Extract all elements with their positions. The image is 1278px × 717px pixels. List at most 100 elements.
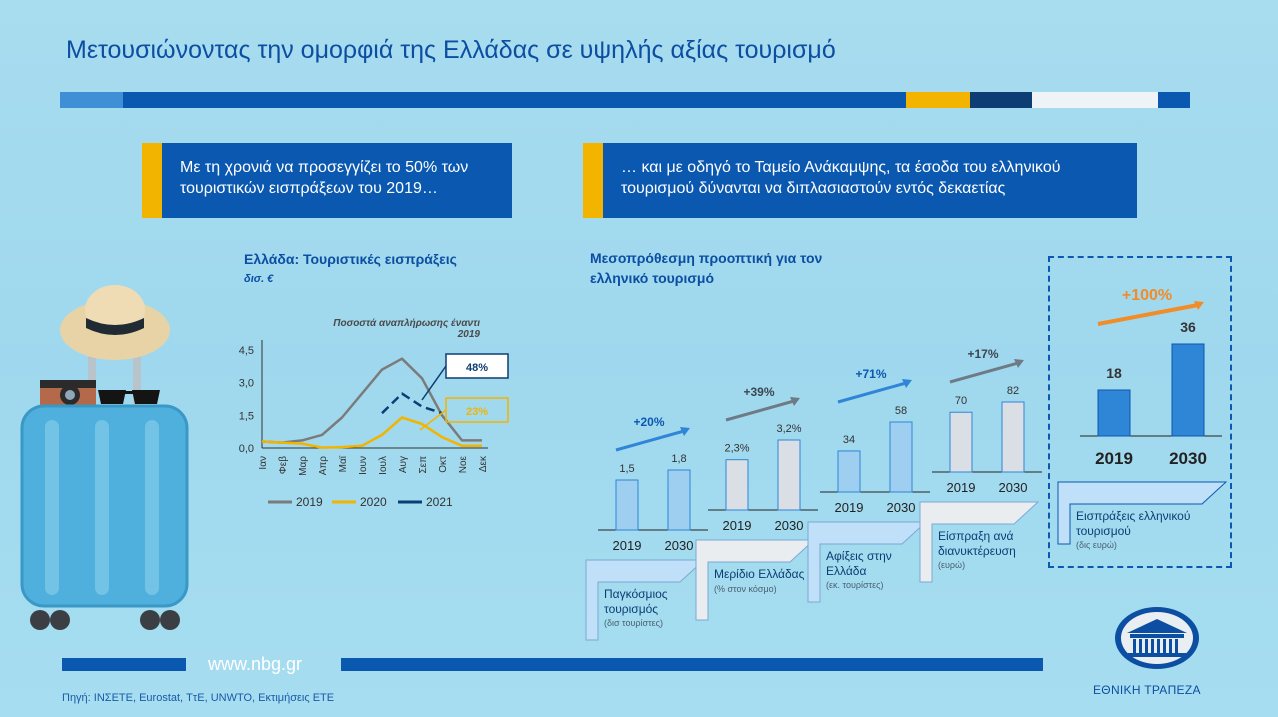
callout-label-48: 48% [466, 362, 488, 374]
x-tick-label: Νοε [458, 455, 469, 473]
caption-unit: (εκ. τουρίστες) [826, 580, 883, 590]
caption-line: διανυκτέρευση [938, 544, 1016, 558]
bar-category-label: 2030 [887, 500, 916, 515]
bar-2019 [615, 479, 639, 531]
growth-label: +100% [1122, 287, 1172, 304]
highlight-frame [1048, 256, 1232, 568]
bar-value-label: 1,5 [619, 463, 634, 475]
legend-label-2021: 2021 [426, 495, 453, 509]
y-tick-label: 4,5 [239, 345, 254, 357]
bar-chart: 1,5 2019 1,8 2030 +20% Παγκόσμιος τουρισμός (δι… [585, 287, 1228, 641]
header-color-bar [60, 92, 1190, 108]
growth-label: +39% [743, 385, 774, 399]
right-headline-text: … και με οδηγό το Ταμείο Ανάκαμψης, τα έ… [621, 159, 1061, 197]
bar-2030 [777, 439, 801, 511]
x-tick-label: Ιαν [258, 456, 269, 470]
bar-category-label: 2030 [999, 480, 1028, 495]
bar-2030 [667, 469, 691, 531]
page-title: Μετουσιώνοντας την ομορφιά της Ελλάδας σ… [66, 36, 836, 64]
caption-label: Μερίδιο Ελλάδας [714, 567, 805, 581]
bar-value-label: 1,8 [671, 453, 686, 465]
callout-box-48 [445, 353, 509, 379]
caption-unit: (δισ τουρίστες) [604, 618, 663, 628]
x-tick-label: Σεπ [418, 456, 429, 474]
x-tick-label: Μαρ [298, 456, 309, 476]
x-tick-label: Ιουλ [378, 456, 389, 475]
caption-label: Είσπραξη ανά διανυκτέρευση [938, 529, 1016, 558]
caption-label: Εισπράξεις ελληνικού τουρισμού [1076, 509, 1190, 538]
caption-tag [919, 501, 1040, 583]
bar-2030 [1171, 343, 1205, 437]
growth-label: +17% [967, 347, 998, 361]
line-chart-unit: δισ. € [244, 273, 274, 285]
bar-value-label: 3,2% [776, 423, 801, 435]
source-note: Πηγή: ΙΝΣΕΤΕ, Eurostat, ΤτΕ, UNWTO, Εκτι… [62, 692, 335, 704]
caption-line: τουρισμού [1076, 524, 1131, 538]
series-line-2021 [381, 392, 443, 415]
bar-2019 [1097, 389, 1131, 437]
x-tick-label: Οκτ [438, 456, 449, 473]
legend-label-2019: 2019 [296, 495, 323, 509]
y-tick-label: 1,5 [239, 410, 254, 422]
caption-unit: (% στον κόσμο) [714, 584, 777, 594]
bar-category-label: 2019 [947, 480, 976, 495]
legend-label-2020: 2020 [360, 495, 387, 509]
caption-line: Αφίξεις στην [826, 549, 892, 563]
bar-category-label: 2019 [723, 518, 752, 533]
growth-label: +20% [633, 415, 664, 429]
bar-value-label: 58 [895, 405, 907, 417]
x-tick-label: Απρ [318, 456, 329, 476]
x-tick-label: Φεβ [278, 456, 289, 474]
bar-category-label: 2030 [775, 518, 804, 533]
line-chart: 0,0 1,5 3,0 4,5 Ιαν Φεβ Μαρ Απρ Μαϊ Ιουν Ιουλ Αυγ Σε… [239, 340, 509, 509]
bar-2030 [889, 421, 913, 493]
callout-leader-48 [421, 365, 447, 401]
caption-line: Είσπραξη ανά [938, 529, 1013, 543]
y-tick-label: 3,0 [239, 378, 254, 390]
line-chart-title: Ελλάδα: Τουριστικές εισπράξεις [244, 251, 457, 267]
bar-2030 [1001, 401, 1025, 473]
bar-section-title: Μεσοπρόθεσμη προοπτική για τον ελληνικό … [590, 250, 823, 286]
bar-value-label: 2,3% [724, 443, 749, 455]
caption-line: Παγκόσμιος [604, 587, 668, 601]
growth-label: +71% [855, 367, 886, 381]
growth-arrow-head [1194, 301, 1204, 310]
bar-value-label: 36 [1180, 319, 1196, 335]
caption-unit: (δις ευρώ) [1076, 540, 1117, 550]
bar-category-label: 2030 [1169, 449, 1207, 468]
series-line-2020 [261, 416, 482, 449]
bar-2019 [725, 459, 749, 511]
y-tick-label: 0,0 [239, 443, 254, 455]
x-tick-label: Δεκ [478, 455, 489, 472]
bar-category-label: 2019 [1095, 449, 1133, 468]
caption-unit: (ευρώ) [938, 560, 965, 570]
caption-line: τουρισμός [604, 602, 658, 616]
bar-2019 [949, 411, 973, 473]
growth-arrow [615, 429, 685, 452]
caption-label: Αφίξεις στην Ελλάδα [826, 549, 892, 578]
x-tick-label: Ιουν [358, 456, 369, 475]
bank-logo-icon [1115, 607, 1199, 669]
bar-value-label: 70 [955, 395, 967, 407]
caption-line: Εισπράξεις ελληνικού [1076, 509, 1190, 523]
growth-arrow-head [790, 397, 800, 406]
website-link[interactable]: www.nbg.gr [208, 654, 303, 674]
bank-name: ΕΘΝΙΚΗ ΤΡΑΠΕΖΑ [1093, 683, 1201, 697]
bar-category-label: 2030 [665, 538, 694, 553]
bar-category-label: 2019 [613, 538, 642, 553]
growth-arrow-head [1014, 359, 1024, 368]
left-headline-text: Με τη χρονιά να προσεγγίζει το 50% των τ… [180, 159, 469, 197]
bar-category-label: 2019 [835, 500, 864, 515]
growth-arrow-head [680, 427, 690, 436]
growth-arrow [725, 399, 795, 422]
x-tick-label: Αυγ [398, 456, 409, 473]
callout-leader-23 [419, 409, 447, 431]
growth-arrow [1097, 303, 1199, 326]
footer-bar-left [62, 658, 186, 671]
x-tick-label: Μαϊ [338, 455, 349, 472]
bar-value-label: 82 [1007, 385, 1019, 397]
caption-line: Ελλάδα [826, 564, 866, 578]
left-headline-box: Με τη χρονιά να προσεγγίζει το 50% των τ… [142, 143, 512, 218]
bar-value-label: 18 [1106, 365, 1122, 381]
caption-tag [1057, 481, 1228, 545]
